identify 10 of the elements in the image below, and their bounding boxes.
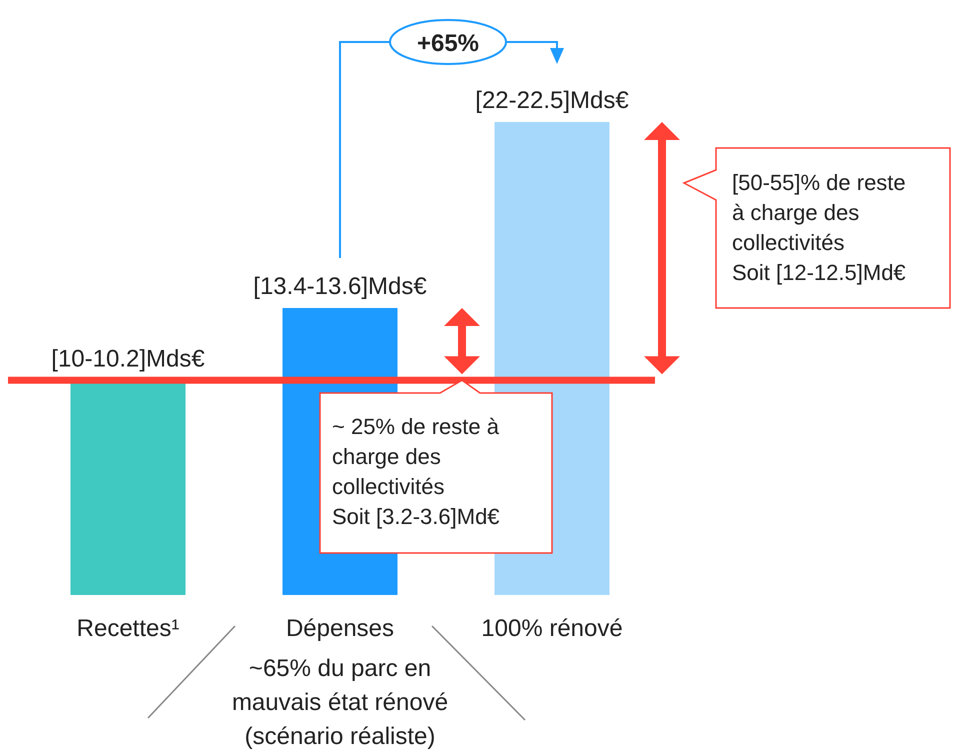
x-tick-label: 100% rénové [481, 615, 623, 642]
x-tick-label: Dépenses [286, 615, 394, 642]
text: [50-55]% de reste à charge des collectivités Soit [12-12.5]Md€ [732, 170, 906, 285]
text: +65% [416, 30, 480, 57]
text: ~65% du parc en mauvais état rénové (scénario réaliste) [232, 655, 448, 750]
x-tick-label: Recettes¹ [76, 615, 180, 642]
annotation: ~ 25% de reste à charge des collectivités Soit [3.2-3.6]Md€ [332, 414, 500, 529]
data-label: [10-10.2]Mds€ [51, 345, 206, 372]
data-label: [22-22.5]Mds€ [475, 87, 630, 114]
data-label: [13.4-13.6]Mds€ [253, 273, 428, 300]
